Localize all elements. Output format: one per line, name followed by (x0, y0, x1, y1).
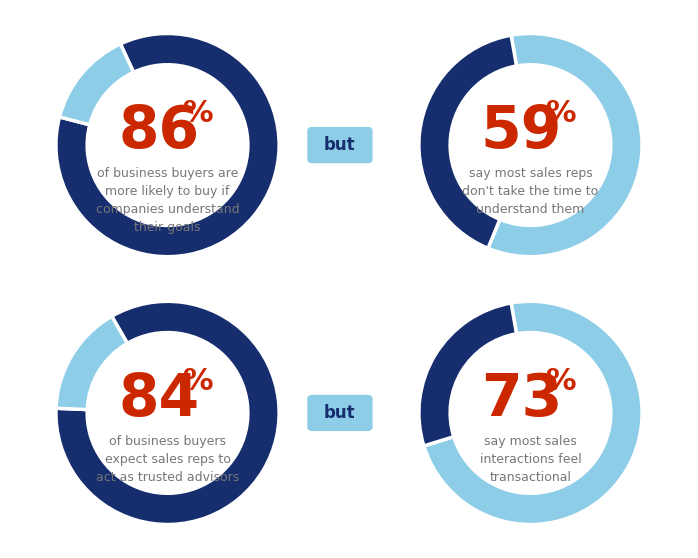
Text: of business buyers
expect sales reps to
act as trusted advisors: of business buyers expect sales reps to … (96, 435, 239, 484)
Text: but: but (324, 136, 356, 154)
Wedge shape (56, 316, 127, 410)
Text: %: % (547, 99, 577, 128)
FancyBboxPatch shape (307, 127, 373, 163)
Wedge shape (419, 303, 517, 446)
Wedge shape (59, 44, 133, 125)
Text: but: but (324, 404, 356, 422)
Text: 73: 73 (481, 371, 562, 428)
Text: 86: 86 (118, 103, 199, 160)
Text: 59: 59 (481, 103, 563, 160)
Text: %: % (547, 367, 577, 396)
Wedge shape (56, 33, 279, 257)
Text: of business buyers are
more likely to buy if
companies understand
their goals: of business buyers are more likely to bu… (96, 167, 239, 234)
Wedge shape (424, 301, 642, 525)
Wedge shape (488, 33, 642, 257)
Text: say most sales reps
don't take the time to
understand them: say most sales reps don't take the time … (462, 167, 599, 217)
Wedge shape (419, 35, 517, 248)
Text: say most sales
interactions feel
transactional: say most sales interactions feel transac… (480, 435, 581, 484)
FancyBboxPatch shape (307, 395, 373, 431)
Text: %: % (184, 367, 214, 396)
Text: %: % (184, 99, 214, 128)
Text: 84: 84 (118, 371, 199, 428)
Wedge shape (56, 301, 279, 525)
